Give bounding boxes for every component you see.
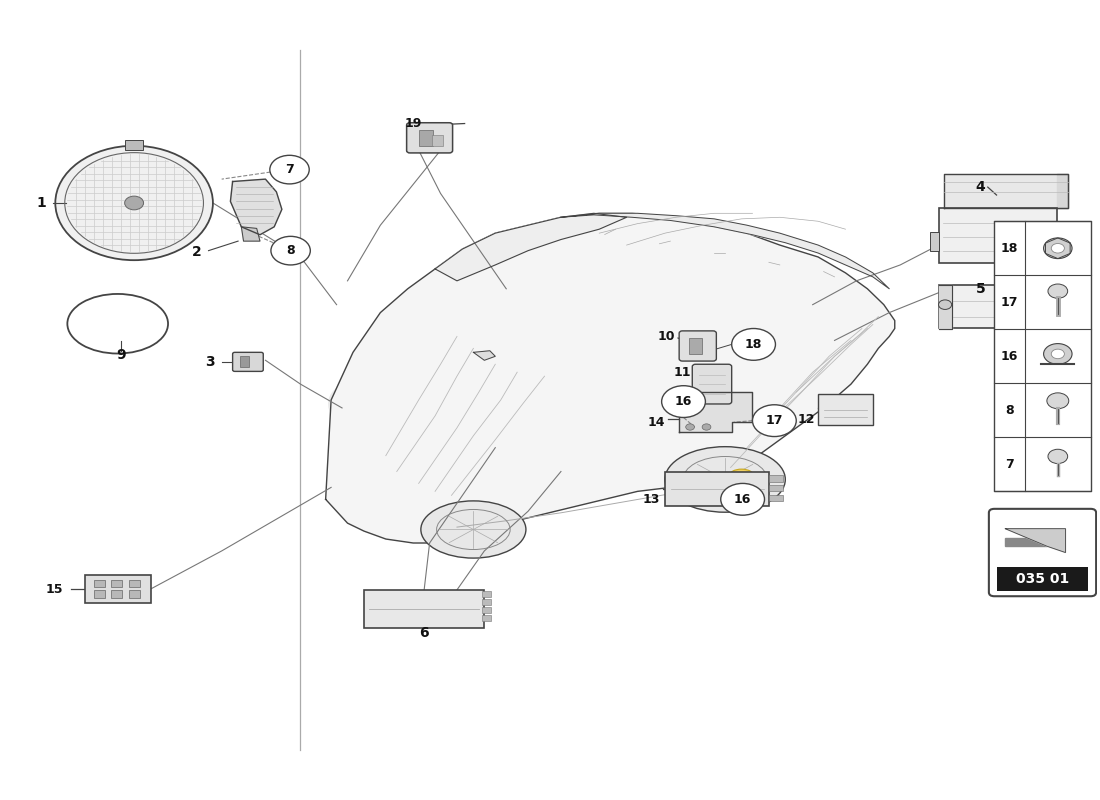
FancyBboxPatch shape	[989, 509, 1096, 596]
Bar	[997, 567, 1089, 590]
FancyBboxPatch shape	[407, 122, 452, 153]
Polygon shape	[1005, 538, 1047, 546]
FancyBboxPatch shape	[818, 394, 873, 426]
Bar	[111, 590, 122, 598]
Circle shape	[685, 424, 694, 430]
Circle shape	[1044, 343, 1072, 364]
Ellipse shape	[664, 446, 785, 512]
Circle shape	[1048, 450, 1068, 463]
Polygon shape	[679, 392, 752, 432]
FancyBboxPatch shape	[85, 574, 151, 603]
Text: 17: 17	[1001, 296, 1019, 309]
Circle shape	[702, 424, 711, 430]
Text: 8: 8	[286, 244, 295, 257]
Text: 11: 11	[673, 366, 691, 379]
Bar	[482, 591, 491, 597]
Text: 19: 19	[405, 117, 422, 130]
Bar	[482, 607, 491, 613]
Circle shape	[270, 155, 309, 184]
Bar	[419, 130, 433, 146]
Polygon shape	[1057, 174, 1068, 208]
Text: eurocars: eurocars	[326, 373, 600, 427]
Text: 18: 18	[745, 338, 762, 351]
Polygon shape	[436, 214, 627, 281]
Bar	[432, 134, 442, 146]
Polygon shape	[326, 214, 894, 543]
Bar	[994, 222, 1091, 491]
Text: 17: 17	[766, 414, 783, 427]
Polygon shape	[1005, 529, 1066, 553]
Bar	[129, 590, 140, 598]
Polygon shape	[230, 179, 282, 234]
Bar	[125, 140, 143, 150]
Ellipse shape	[421, 501, 526, 558]
Bar	[689, 338, 702, 354]
Circle shape	[661, 386, 705, 418]
Text: 16: 16	[734, 493, 751, 506]
Text: 8: 8	[1005, 404, 1014, 417]
Bar	[930, 231, 938, 251]
FancyBboxPatch shape	[692, 364, 732, 404]
Bar	[938, 208, 1057, 263]
Ellipse shape	[729, 469, 754, 482]
Polygon shape	[561, 214, 889, 289]
Polygon shape	[1057, 285, 1068, 329]
Polygon shape	[944, 174, 1068, 208]
Circle shape	[124, 196, 144, 210]
Text: 1: 1	[36, 196, 46, 210]
Text: 5: 5	[976, 282, 986, 296]
Bar	[94, 590, 104, 598]
Bar	[666, 472, 769, 506]
Text: 4: 4	[976, 180, 986, 194]
Text: 035 01: 035 01	[1016, 572, 1069, 586]
Text: 16: 16	[1001, 350, 1019, 363]
Bar	[482, 615, 491, 621]
Bar	[482, 599, 491, 605]
Text: 14: 14	[648, 416, 664, 429]
Bar	[938, 285, 1057, 329]
Text: 2: 2	[192, 246, 202, 259]
FancyBboxPatch shape	[679, 331, 716, 361]
Bar	[111, 579, 122, 587]
Circle shape	[752, 405, 796, 437]
Polygon shape	[473, 350, 495, 360]
Polygon shape	[241, 227, 260, 241]
Circle shape	[271, 236, 310, 265]
Bar	[240, 356, 249, 367]
Text: 16: 16	[674, 395, 692, 408]
Text: 10: 10	[658, 330, 674, 343]
Text: 12: 12	[798, 413, 815, 426]
Bar	[769, 485, 782, 491]
Circle shape	[732, 329, 775, 360]
Text: a passion for parts since 1985: a passion for parts since 1985	[414, 438, 686, 457]
Circle shape	[55, 146, 213, 260]
Circle shape	[1047, 393, 1069, 409]
Text: 15: 15	[45, 582, 63, 595]
FancyBboxPatch shape	[232, 352, 263, 371]
Bar	[769, 475, 782, 482]
Bar	[364, 590, 484, 628]
Polygon shape	[938, 285, 952, 329]
Bar	[769, 494, 782, 501]
Circle shape	[1044, 238, 1072, 258]
Bar	[129, 579, 140, 587]
Text: 7: 7	[285, 163, 294, 176]
Circle shape	[938, 300, 952, 310]
Text: 18: 18	[1001, 242, 1019, 254]
Text: 6: 6	[419, 626, 429, 640]
Circle shape	[1052, 243, 1065, 253]
Text: 13: 13	[642, 493, 659, 506]
Text: 9: 9	[117, 348, 125, 362]
Bar	[94, 579, 104, 587]
Text: 7: 7	[1005, 458, 1014, 471]
Text: 3: 3	[206, 355, 216, 369]
Circle shape	[1052, 349, 1065, 358]
Circle shape	[1048, 284, 1068, 298]
Circle shape	[720, 483, 764, 515]
